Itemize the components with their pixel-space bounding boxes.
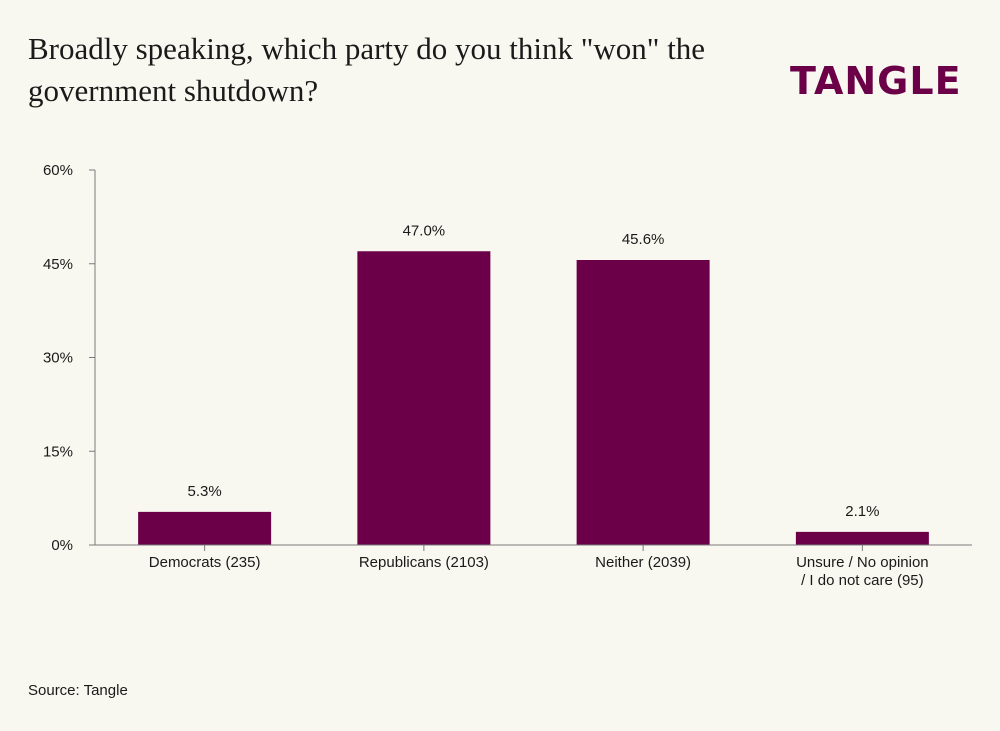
bars [138, 251, 929, 545]
bar [357, 251, 491, 545]
y-tick-label: 15% [43, 443, 73, 460]
x-tick-label-line: Unsure / No opinion [796, 554, 929, 571]
data-label: 2.1% [845, 503, 879, 520]
x-tick-label: Republicans (2103) [359, 554, 489, 571]
data-label: 45.6% [622, 231, 665, 248]
x-tick-label: Democrats (235) [149, 554, 261, 571]
data-label: 5.3% [188, 483, 222, 500]
x-tick-label-line: Republicans (2103) [359, 554, 489, 571]
source-note: Source: Tangle [28, 682, 128, 699]
value-labels: 5.3% 47.0% 45.6% 2.1% [188, 222, 880, 520]
y-tick-label: 60% [43, 162, 73, 179]
chart-title: Broadly speaking, which party do you thi… [28, 31, 706, 108]
bar [795, 531, 929, 545]
bar [138, 511, 272, 545]
y-tick-label: 0% [51, 537, 73, 554]
y-tick-label: 30% [43, 350, 73, 367]
x-tick-label: Neither (2039) [595, 554, 691, 571]
tangle-logo: TANGLE [790, 59, 962, 103]
data-label: 47.0% [403, 222, 446, 239]
x-tick-label-line: Neither (2039) [595, 554, 691, 571]
x-tick-label-line: / I do not care (95) [801, 572, 924, 589]
y-axis: 0% 15% 30% 45% 60% [43, 162, 96, 554]
x-axis: Democrats (235) Republicans (2103) Neither… [95, 544, 972, 589]
x-tick-label-line: Democrats (235) [149, 554, 261, 571]
y-tick-label: 45% [43, 256, 73, 273]
x-tick-label: Unsure / No opinion / I do not care (95) [796, 554, 929, 589]
bar [576, 260, 710, 545]
